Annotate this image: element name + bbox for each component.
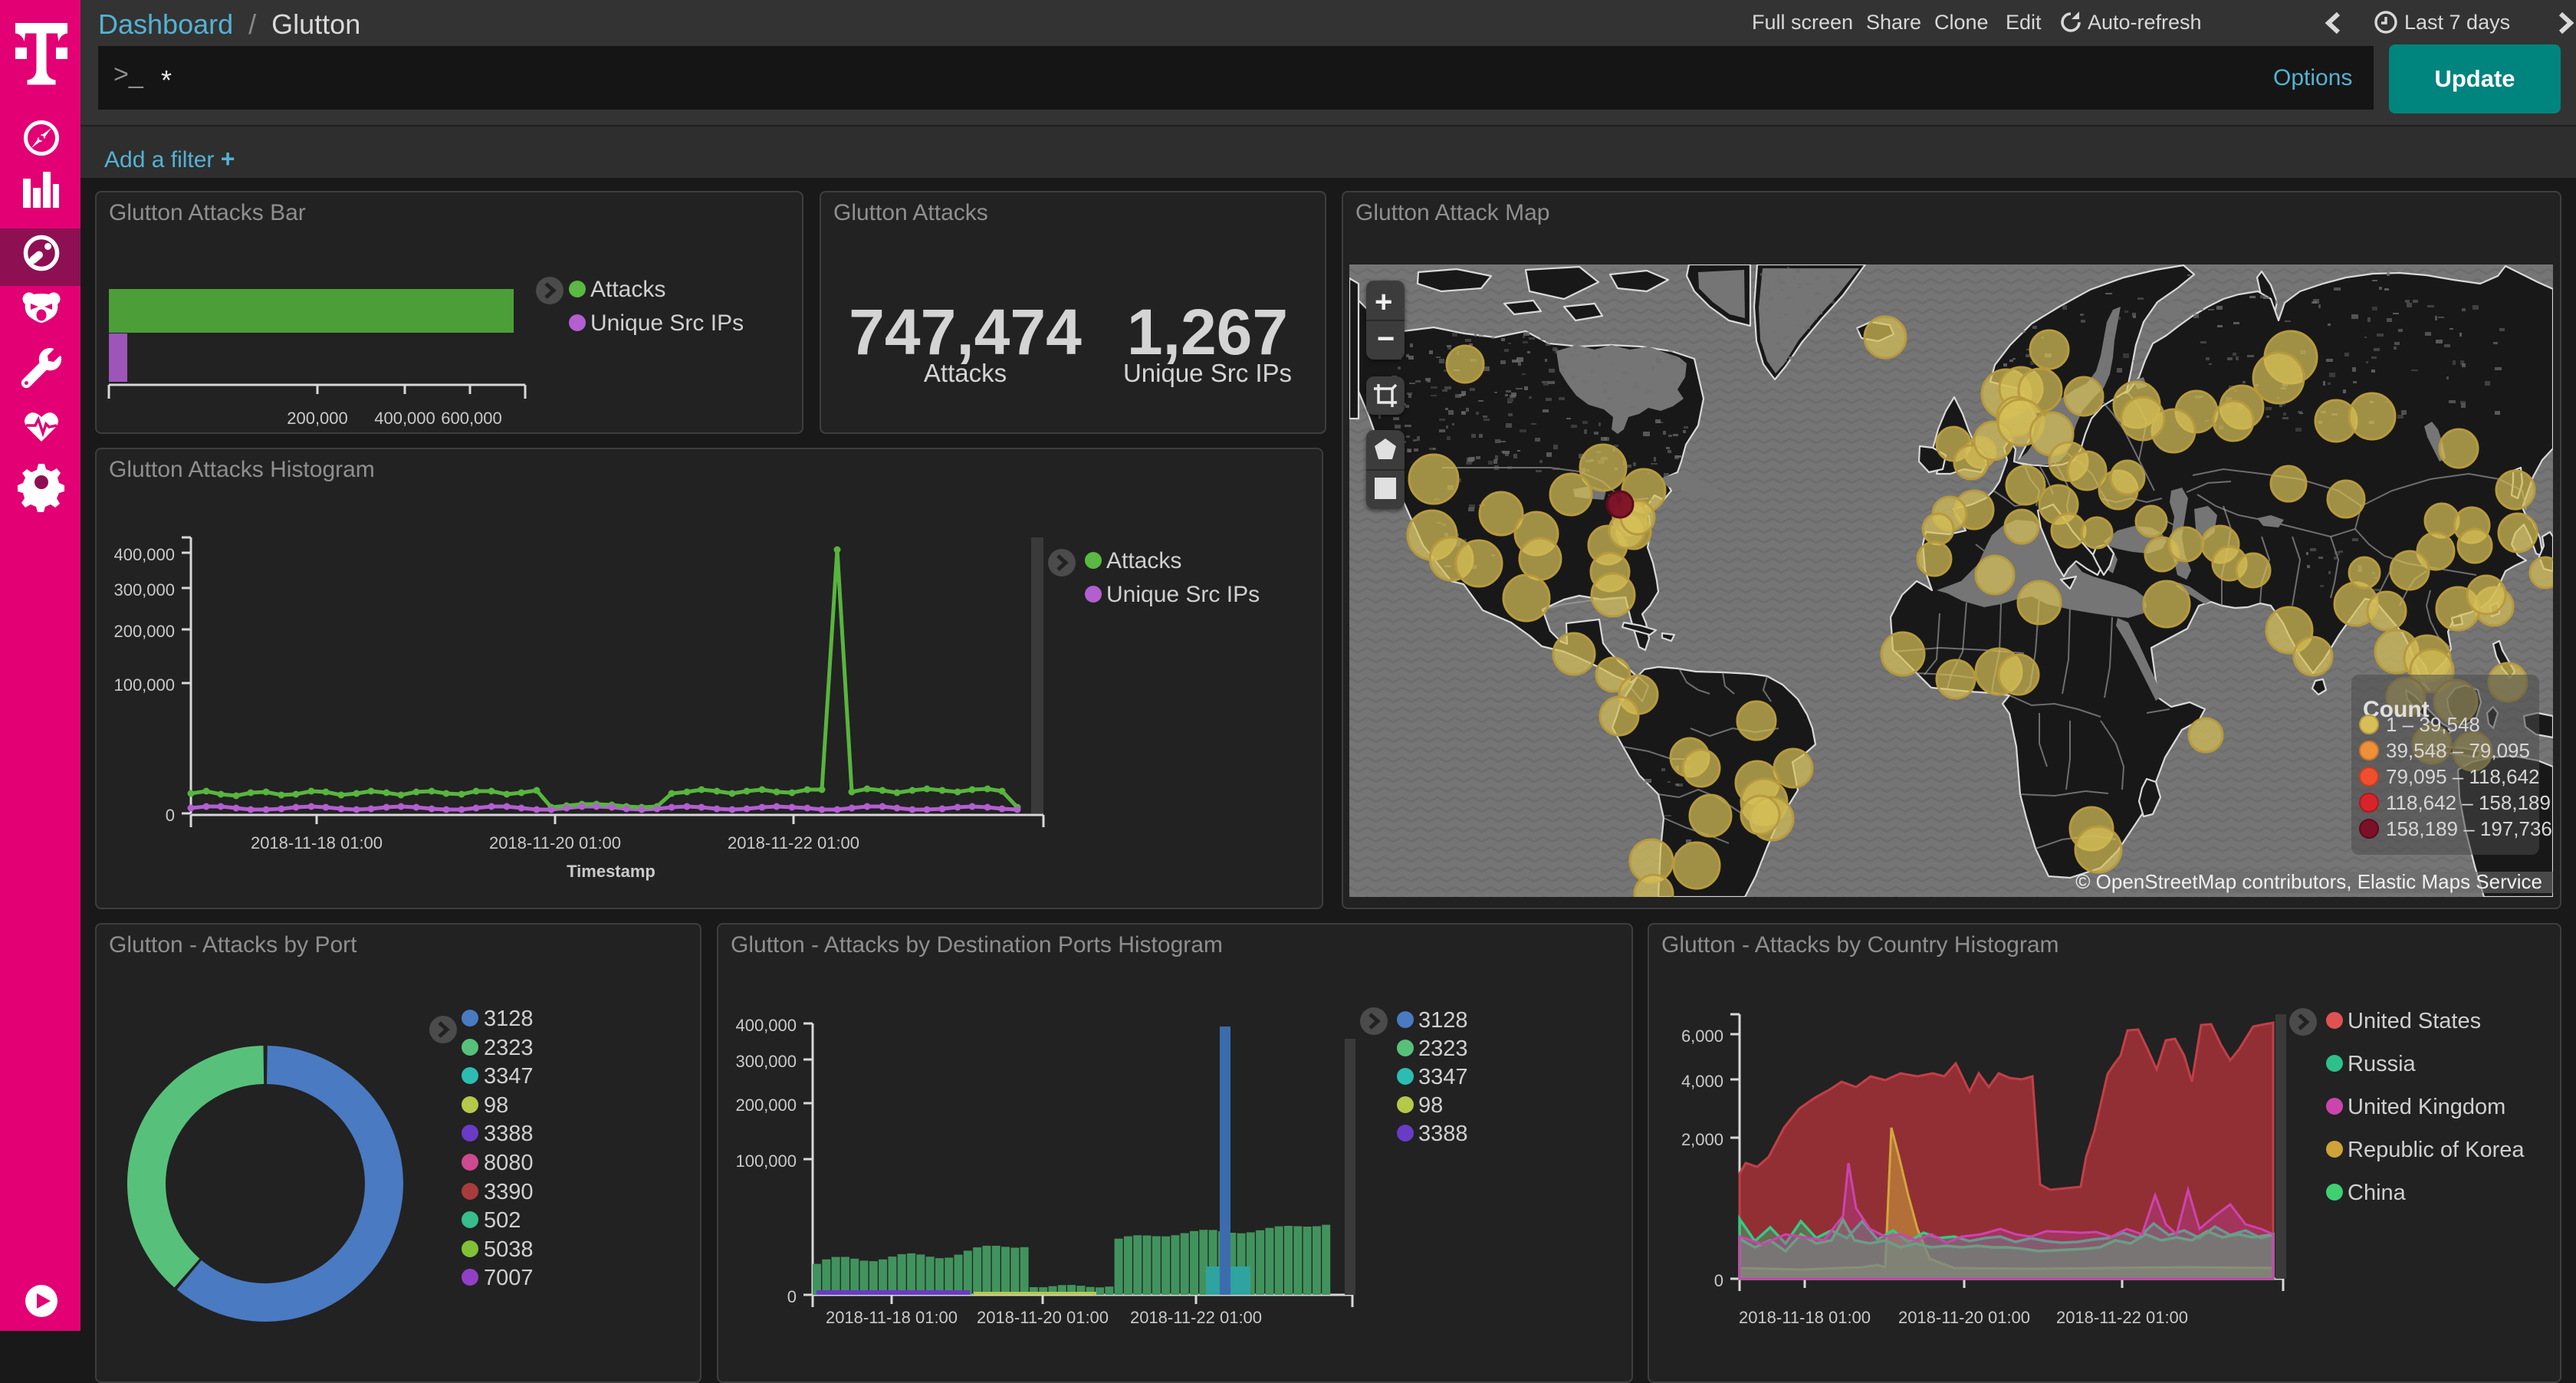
svg-text:2018-11-22 01:00: 2018-11-22 01:00 [2056,1308,2188,1327]
svg-text:3388: 3388 [1418,1122,1468,1146]
svg-text:3347: 3347 [484,1064,534,1089]
svg-text:300,000: 300,000 [113,580,175,600]
svg-text:Unique Src IPs: Unique Src IPs [590,310,744,336]
svg-text:8080: 8080 [484,1151,534,1175]
svg-text:Republic of Korea: Republic of Korea [2348,1138,2525,1162]
svg-text:158,189 – 197,736: 158,189 – 197,736 [2386,817,2552,840]
svg-text:3128: 3128 [484,1007,534,1031]
svg-text:400,000: 400,000 [113,545,175,564]
svg-text:2018-11-22 01:00: 2018-11-22 01:00 [728,833,859,852]
svg-text:200,000: 200,000 [113,622,175,641]
svg-text:Attacks: Attacks [590,277,665,302]
svg-text:© OpenStreetMap contributors,: © OpenStreetMap contributors, Elastic Ma… [2075,870,2542,893]
svg-text:2018-11-18 01:00: 2018-11-18 01:00 [826,1308,958,1327]
svg-text:3390: 3390 [484,1180,534,1204]
svg-text:300,000: 300,000 [735,1052,797,1071]
svg-text:7007: 7007 [484,1266,534,1290]
svg-text:0: 0 [166,806,175,825]
svg-text:400,000: 400,000 [374,409,435,428]
svg-text:1 – 39,548: 1 – 39,548 [2386,713,2480,736]
svg-text:6,000: 6,000 [1681,1027,1723,1046]
svg-text:98: 98 [484,1093,508,1118]
svg-text:2,000: 2,000 [1681,1130,1723,1149]
svg-text:0: 0 [1714,1271,1723,1290]
svg-text:3128: 3128 [1418,1008,1468,1033]
svg-text:Unique Src IPs: Unique Src IPs [1106,582,1260,607]
svg-text:Attacks: Attacks [1106,548,1181,573]
svg-text:39,548 – 79,095: 39,548 – 79,095 [2386,739,2530,762]
svg-text:100,000: 100,000 [113,675,175,695]
svg-text:United Kingdom: United Kingdom [2348,1095,2505,1119]
svg-text:2018-11-18 01:00: 2018-11-18 01:00 [1739,1308,1871,1327]
svg-text:502: 502 [484,1208,521,1233]
svg-text:5038: 5038 [484,1237,534,1262]
svg-text:100,000: 100,000 [735,1151,797,1171]
svg-text:China: China [2348,1181,2407,1205]
svg-text:2018-11-20 01:00: 2018-11-20 01:00 [1898,1308,2030,1327]
svg-text:2323: 2323 [484,1036,534,1060]
svg-text:2018-11-18 01:00: 2018-11-18 01:00 [251,833,383,852]
svg-text:3388: 3388 [484,1122,534,1146]
svg-text:4,000: 4,000 [1681,1072,1723,1091]
svg-text:Russia: Russia [2348,1052,2417,1076]
svg-text:200,000: 200,000 [735,1096,797,1115]
svg-text:400,000: 400,000 [735,1016,797,1035]
svg-text:2018-11-22 01:00: 2018-11-22 01:00 [1130,1308,1262,1327]
svg-text:United States: United States [2348,1009,2481,1033]
svg-text:2018-11-20 01:00: 2018-11-20 01:00 [489,833,621,852]
svg-text:98: 98 [1418,1093,1443,1118]
svg-text:2018-11-20 01:00: 2018-11-20 01:00 [977,1308,1109,1327]
svg-text:2323: 2323 [1418,1036,1468,1061]
svg-text:0: 0 [787,1287,797,1306]
svg-text:3347: 3347 [1418,1065,1468,1089]
svg-text:79,095 – 118,642: 79,095 – 118,642 [2386,765,2539,788]
svg-text:600,000: 600,000 [441,409,502,428]
svg-text:200,000: 200,000 [287,409,348,428]
svg-text:118,642 – 158,189: 118,642 – 158,189 [2386,791,2551,814]
svg-text:Timestamp: Timestamp [567,862,656,881]
